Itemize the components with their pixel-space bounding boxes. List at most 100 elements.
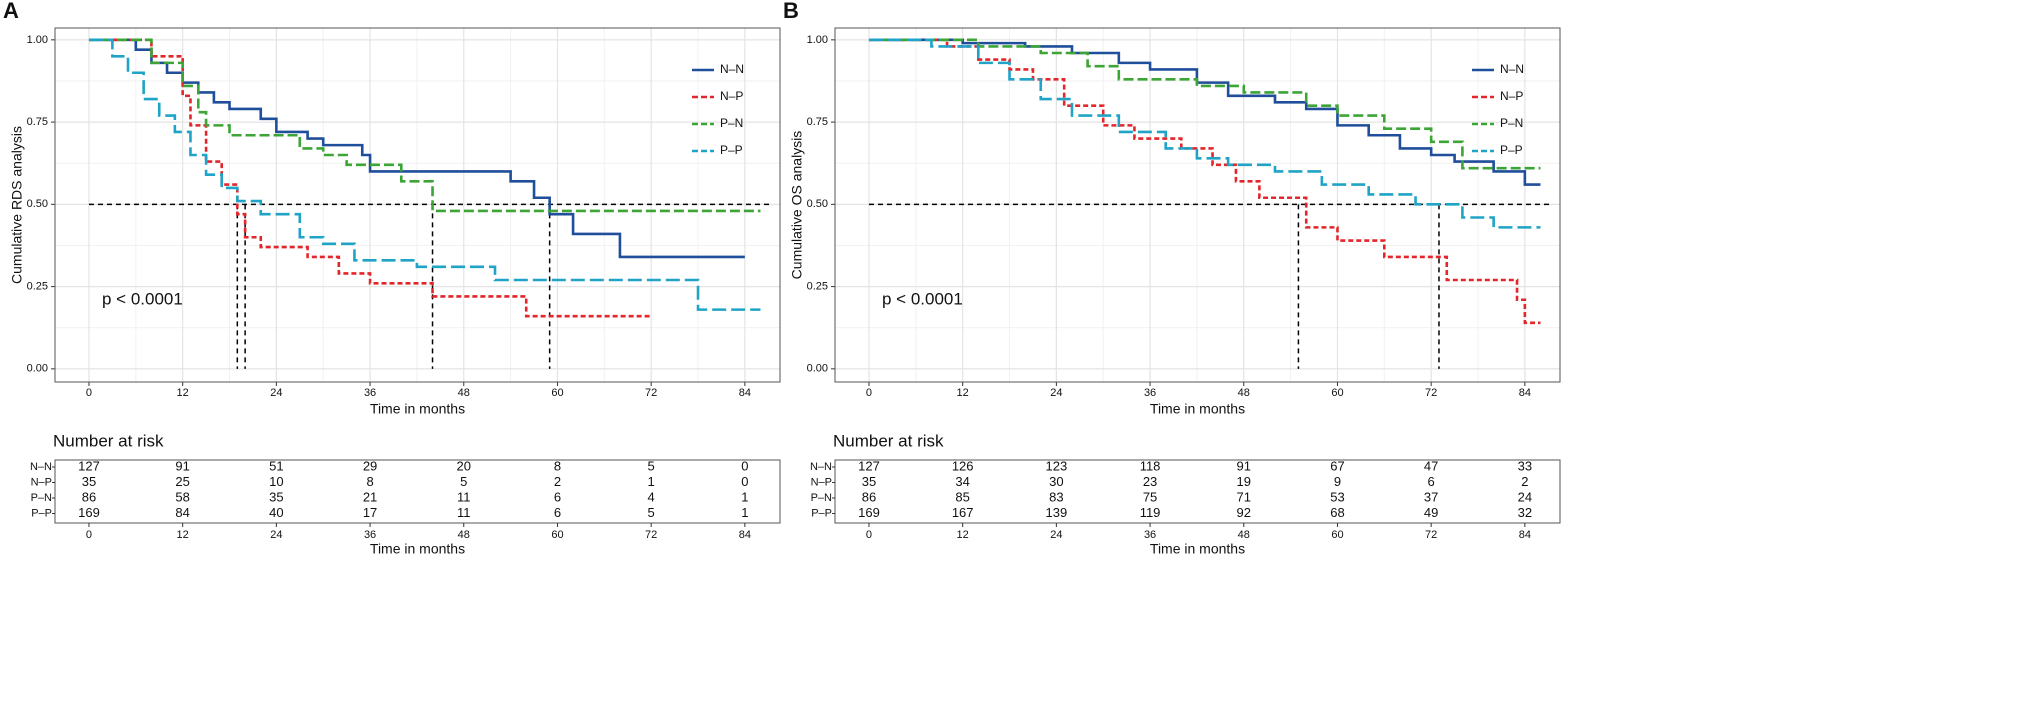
legend-label: N–N [720,62,744,76]
panel-label: A [3,0,19,23]
risk-value: 19 [1237,474,1251,489]
x-tick-label: 0 [86,387,92,399]
risk-value: 33 [1518,458,1532,473]
legend-label: N–P [720,89,743,103]
x-axis-label: Time in months [370,401,465,417]
risk-value: 10 [269,474,283,489]
risk-value: 84 [175,505,189,520]
y-tick-label: 0.25 [27,280,48,292]
legend-label: P–N [720,116,743,130]
risk-value: 1 [741,489,748,504]
risk-x-tick-label: 48 [458,529,470,541]
risk-value: 119 [1140,505,1161,520]
risk-value: 91 [1237,458,1251,473]
risk-x-tick-label: 12 [957,529,969,541]
risk-x-tick-label: 84 [1519,529,1531,541]
risk-x-tick-label: 72 [645,529,657,541]
risk-value: 67 [1330,458,1344,473]
risk-value: 4 [648,489,655,504]
risk-value: 11 [457,489,471,504]
x-tick-label: 12 [957,387,969,399]
risk-value: 37 [1424,489,1438,504]
plot-border [54,27,781,383]
risk-x-tick-label: 0 [866,529,872,541]
risk-value: 68 [1330,505,1344,520]
x-tick-label: 0 [866,387,872,399]
survival-curve [88,38,761,213]
risk-value: 0 [741,458,748,473]
risk-x-tick-label: 48 [1238,529,1250,541]
y-tick-label: 1.00 [807,34,828,46]
x-tick-label: 24 [1050,387,1062,399]
risk-row-label: N–P [811,476,832,488]
risk-x-tick-label: 0 [86,529,92,541]
x-tick-label: 72 [1425,387,1437,399]
y-tick-label: 0.75 [807,116,828,128]
risk-value: 169 [858,505,880,520]
risk-row-label: N–P [31,476,52,488]
risk-value: 75 [1143,489,1157,504]
risk-value: 34 [955,474,969,489]
risk-value: 86 [82,489,96,504]
risk-x-tick-label: 24 [270,529,282,541]
survival-curve [868,38,1541,170]
risk-x-tick-label: 60 [1331,529,1343,541]
risk-value: 35 [862,474,876,489]
risk-value: 2 [554,474,561,489]
legend-label: P–N [1500,116,1523,130]
risk-x-tick-label: 12 [177,529,189,541]
survival-curve [88,38,745,259]
survival-curve [868,38,1541,325]
risk-value: 9 [1334,474,1341,489]
risk-value: 167 [952,505,974,520]
risk-value: 127 [858,458,880,473]
risk-row-label: P–N [811,492,832,504]
risk-value: 47 [1424,458,1438,473]
risk-value: 5 [648,458,655,473]
risk-value: 123 [1046,458,1068,473]
risk-value: 6 [554,505,561,520]
risk-value: 49 [1424,505,1438,520]
panel-label: B [783,0,799,23]
risk-value: 23 [1143,474,1157,489]
risk-value: 40 [269,505,283,520]
survival-curve [88,38,761,311]
risk-value: 139 [1046,505,1068,520]
x-tick-label: 60 [551,387,563,399]
survival-curve [868,38,1541,186]
risk-value: 21 [363,489,377,504]
x-tick-label: 72 [645,387,657,399]
y-tick-label: 0.25 [807,280,828,292]
x-tick-label: 36 [1144,387,1156,399]
risk-value: 169 [78,505,100,520]
risk-value: 35 [82,474,96,489]
y-tick-label: 0.00 [27,363,48,375]
risk-row-label: P–P [811,507,832,519]
legend-label: P–P [1500,143,1523,157]
y-tick-label: 0.00 [807,363,828,375]
risk-x-tick-label: 72 [1425,529,1437,541]
risk-value: 32 [1518,505,1532,520]
x-tick-label: 24 [270,387,282,399]
risk-value: 0 [741,474,748,489]
risk-value: 35 [269,489,283,504]
y-axis-label: Cumulative RDS analysis [9,126,25,284]
risk-value: 29 [363,458,377,473]
risk-value: 20 [457,458,471,473]
risk-value: 127 [78,458,100,473]
survival-curve [88,38,652,318]
risk-value: 6 [554,489,561,504]
y-tick-label: 0.50 [27,198,48,210]
risk-value: 92 [1237,505,1251,520]
x-tick-label: 36 [364,387,376,399]
risk-value: 30 [1049,474,1063,489]
legend-label: N–N [1500,62,1524,76]
x-tick-label: 84 [739,387,751,399]
y-axis-label: Cumulative OS analysis [789,131,805,280]
risk-value: 51 [269,458,283,473]
survival-curve [868,38,1541,229]
risk-value: 8 [554,458,561,473]
risk-x-tick-label: 84 [739,529,751,541]
risk-x-tick-label: 24 [1050,529,1062,541]
